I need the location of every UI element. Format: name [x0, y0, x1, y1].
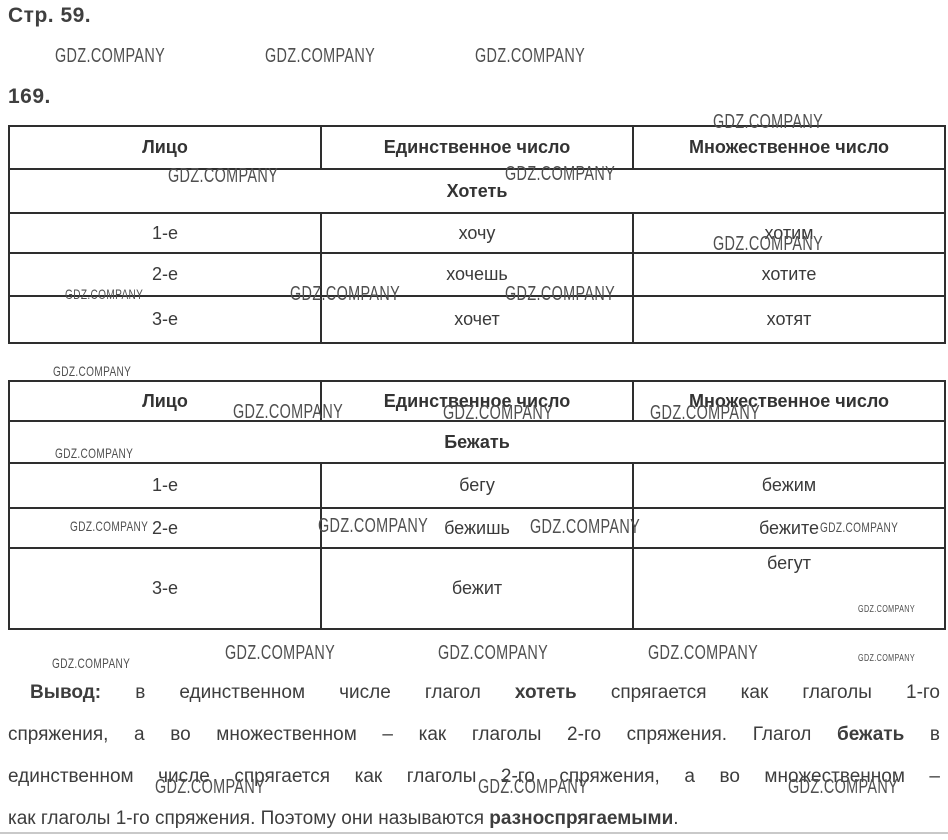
watermark: GDZ.COMPANY	[788, 776, 899, 798]
singular-cell: хочешь	[320, 252, 634, 297]
verb-title: Хотеть	[8, 168, 946, 214]
column-header-person: Лицо	[8, 380, 322, 422]
column-header-singular: Единственное число	[320, 125, 634, 170]
plural-cell: хотим	[632, 212, 946, 254]
watermark: GDZ.COMPANY	[650, 402, 761, 424]
conclusion-text: спрягается как глаголы 1-го	[576, 682, 940, 703]
person-cell: 3-е	[8, 295, 322, 344]
conclusion-line: Вывод: в единственном числе глагол хотет…	[8, 672, 940, 714]
conclusion-text: спряжения, а во множественном – как глаг…	[8, 724, 837, 745]
plural-cell: хотят	[632, 295, 946, 344]
table-body: 1-е хочу хотим 2-е хочешь хотите 3-е хочет хотят	[8, 212, 946, 344]
watermark: GDZ.COMPANY	[713, 111, 824, 133]
singular-cell: бежишь	[320, 507, 634, 549]
watermark: GDZ.COMPANY	[530, 516, 641, 538]
column-header-singular: Единственное число	[320, 380, 634, 422]
column-header-plural: Множественное число	[632, 380, 946, 422]
conjugation-table-hotet: Лицо Единственное число Множественное чи…	[8, 125, 946, 344]
table-row: 2-е бежишь бежите	[8, 507, 946, 549]
plural-cell: бежим	[632, 462, 946, 509]
plural-cell: хотите	[632, 252, 946, 297]
watermark: GDZ.COMPANY	[155, 776, 266, 798]
conclusion-bold-text: Вывод:	[30, 682, 102, 703]
person-cell: 2-е	[8, 507, 322, 549]
conjugation-table-bezhat: Лицо Единственное число Множественное чи…	[8, 380, 946, 630]
exercise-number: 169.	[8, 85, 51, 108]
conclusion-text: единственном числе спрягается как глагол…	[8, 766, 940, 787]
plural-cell: бежите	[632, 507, 946, 549]
watermark: GDZ.COMPANY	[713, 233, 824, 255]
verb-title: Бежать	[8, 420, 946, 464]
table-row: 1-е бегу бежим	[8, 462, 946, 509]
page-title: Стр. 59.	[8, 4, 92, 27]
table-body: 1-е бегу бежим 2-е бежишь бежите 3-е бежит бегут	[8, 462, 946, 630]
watermark: GDZ.COMPANY	[475, 45, 586, 67]
table-row: 3-е бежит бегут	[8, 547, 946, 630]
watermark: GDZ.COMPANY	[233, 401, 344, 423]
watermark: GDZ.COMPANY	[318, 515, 429, 537]
conclusion-bold-text: разноспрягаемыми	[489, 808, 674, 829]
conclusion-paragraph: Вывод: в единственном числе глагол хотет…	[8, 672, 940, 840]
singular-cell: хочу	[320, 212, 634, 254]
bottom-divider	[0, 832, 948, 834]
conclusion-bold-text: бежать	[836, 724, 905, 745]
table-row: 1-е хочу хотим	[8, 212, 946, 254]
table-header-row: Лицо Единственное число Множественное чи…	[8, 380, 946, 422]
conclusion-text: в	[904, 724, 940, 745]
conclusion-line: единственном числе спрягается как глагол…	[8, 756, 940, 798]
watermark: GDZ.COMPANY	[505, 283, 616, 305]
watermark: GDZ.COMPANY	[478, 776, 589, 798]
watermark: GDZ.COMPANY	[858, 604, 916, 615]
watermark: GDZ.COMPANY	[438, 642, 549, 664]
verb-title-row: Бежать	[8, 420, 946, 464]
watermark: GDZ.COMPANY	[820, 519, 899, 535]
person-cell: 3-е	[8, 547, 322, 630]
conclusion-line: как глаголы 1-го спряжения. Поэтому они …	[8, 798, 940, 840]
conclusion-text: как глаголы 1-го спряжения. Поэтому они …	[8, 808, 490, 829]
table-row: 2-е хочешь хотите	[8, 252, 946, 297]
person-cell: 1-е	[8, 462, 322, 509]
watermark: GDZ.COMPANY	[55, 445, 134, 461]
singular-cell: бегу	[320, 462, 634, 509]
watermark: GDZ.COMPANY	[52, 655, 131, 671]
conclusion-text: в единственном числе глагол	[101, 682, 515, 703]
watermark: GDZ.COMPANY	[265, 45, 376, 67]
watermark: GDZ.COMPANY	[65, 286, 144, 302]
singular-cell: хочет	[320, 295, 634, 344]
watermark: GDZ.COMPANY	[648, 642, 759, 664]
table-row: 3-е хочет хотят	[8, 295, 946, 344]
singular-cell: бежит	[320, 547, 634, 630]
watermark: GDZ.COMPANY	[858, 653, 916, 664]
watermark: GDZ.COMPANY	[443, 402, 554, 424]
watermark: GDZ.COMPANY	[70, 518, 149, 534]
person-cell: 2-е	[8, 252, 322, 297]
conclusion-bold-text: хотеть	[514, 682, 577, 703]
conclusion-line: спряжения, а во множественном – как глаг…	[8, 714, 940, 756]
column-header-person: Лицо	[8, 125, 322, 170]
watermark: GDZ.COMPANY	[168, 165, 279, 187]
plural-cell: бегут	[632, 547, 946, 630]
conclusion-text: .	[673, 808, 679, 829]
watermark: GDZ.COMPANY	[290, 283, 401, 305]
column-header-plural: Множественное число	[632, 125, 946, 170]
watermark: GDZ.COMPANY	[53, 363, 132, 379]
person-cell: 1-е	[8, 212, 322, 254]
watermark: GDZ.COMPANY	[225, 642, 336, 664]
watermark: GDZ.COMPANY	[505, 163, 616, 185]
watermark: GDZ.COMPANY	[55, 45, 166, 67]
verb-title-row: Хотеть	[8, 168, 946, 214]
table-header-row: Лицо Единственное число Множественное чи…	[8, 125, 946, 170]
